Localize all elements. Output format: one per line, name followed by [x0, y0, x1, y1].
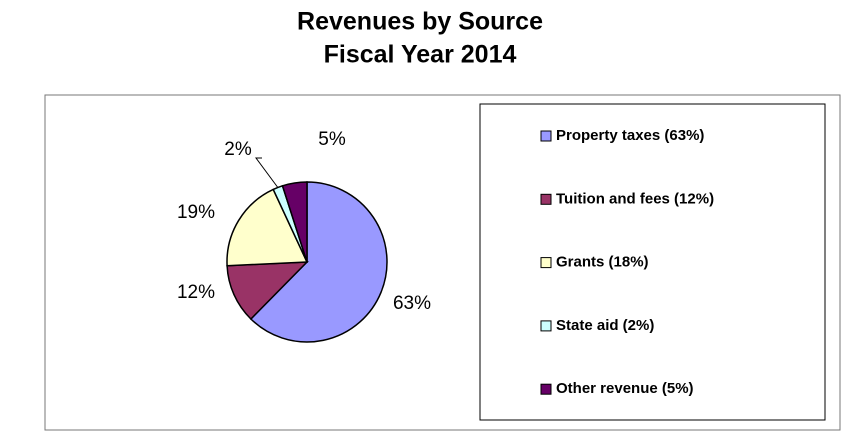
legend-swatch: [540, 193, 552, 205]
plot-frame: [44, 94, 841, 431]
pie-slice: [249, 181, 388, 343]
legend-label: State aid (2%): [556, 317, 654, 334]
legend-label: Tuition and fees (12%): [556, 190, 714, 207]
chart-title: Revenues by Source: [297, 8, 543, 36]
data-label: 2%: [224, 139, 252, 160]
legend-swatch: [540, 320, 552, 332]
legend-label: Grants (18%): [556, 254, 649, 271]
data-label: 12%: [177, 282, 215, 303]
pie-slice: [281, 181, 308, 263]
legend-frame: [479, 103, 826, 421]
legend-swatch: [540, 383, 552, 395]
legend-label: Other revenue (5%): [556, 380, 694, 397]
legend-label: Property taxes (63%): [556, 127, 704, 144]
legend-swatch: [540, 130, 552, 142]
leader-line: [255, 157, 279, 188]
data-label: 19%: [177, 202, 215, 223]
pie-slice: [226, 261, 309, 321]
pie-slice: [226, 188, 309, 267]
chart-subtitle: Fiscal Year 2014: [324, 41, 517, 69]
legend-swatch: [540, 257, 552, 269]
data-label: 5%: [318, 129, 346, 150]
data-label: 63%: [393, 293, 431, 314]
